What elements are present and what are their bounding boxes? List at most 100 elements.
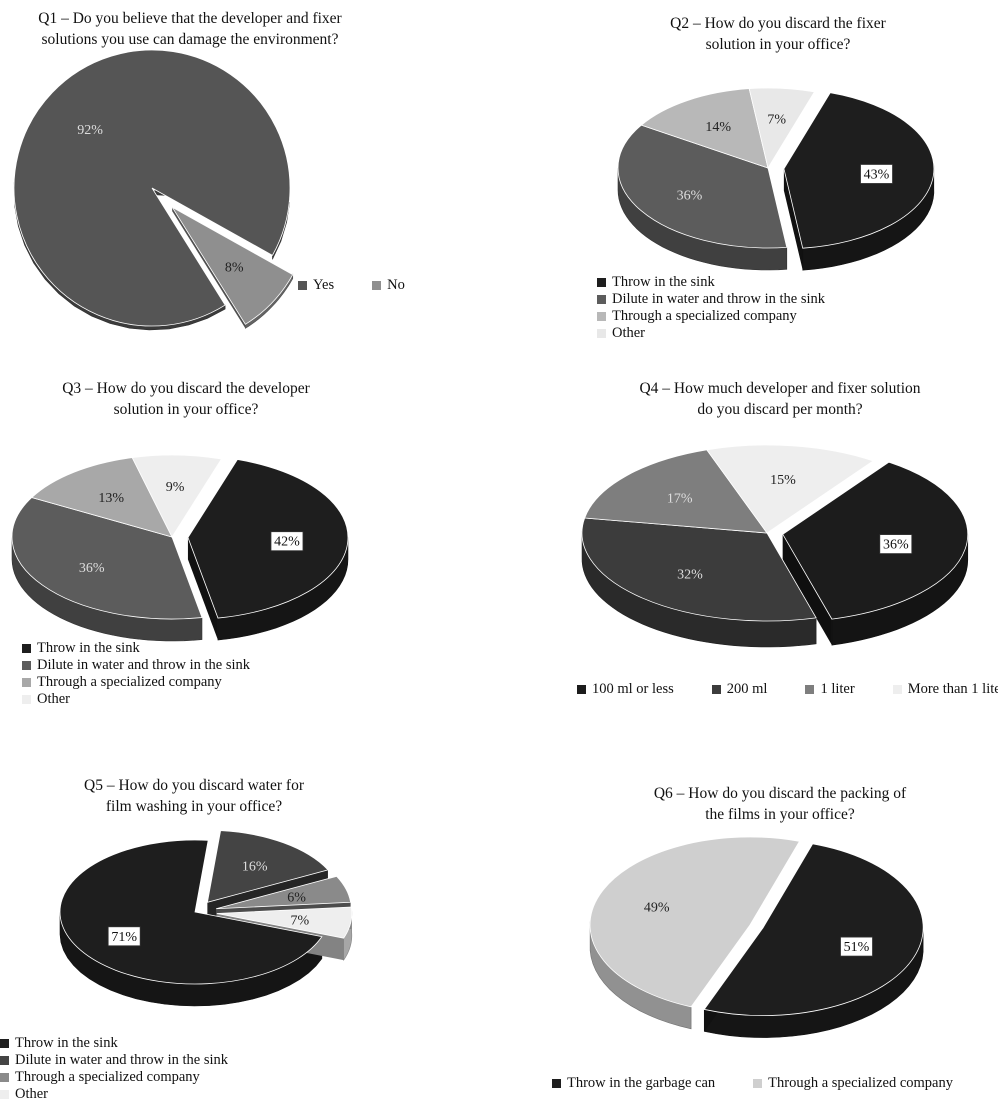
- data-label-box: [270, 531, 304, 552]
- legend-swatch: [0, 1056, 9, 1065]
- pie-slice-face: [187, 537, 218, 641]
- pie-slice: [640, 88, 769, 169]
- data-label: 36%: [677, 189, 703, 204]
- legend-swatch: [552, 1079, 561, 1088]
- legend-item: Through a specialized company: [597, 308, 825, 325]
- data-label: 6%: [287, 890, 306, 905]
- legend-swatch: [597, 278, 606, 287]
- pie-slice: [703, 843, 924, 1016]
- data-label: 7%: [290, 913, 309, 928]
- pie-slice: [216, 906, 353, 939]
- data-label: 32%: [677, 567, 703, 582]
- legend-item: More than 1 liter: [892, 681, 998, 698]
- pie-slice: [13, 49, 291, 327]
- legend-swatch: [577, 685, 586, 694]
- legend-label: Through a specialized company: [612, 308, 797, 324]
- legend: Throw in the sink Dilute in water and thr…: [0, 1035, 228, 1103]
- data-label: 9%: [166, 480, 185, 495]
- legend-label: More than 1 liter: [907, 681, 998, 697]
- data-label-box: [107, 926, 141, 947]
- legend-swatch: [597, 329, 606, 338]
- legend-item: 1 liter: [805, 681, 855, 698]
- legend-label: Other: [612, 325, 646, 341]
- legend-swatch: [753, 1079, 763, 1088]
- legend-label: Throw in the garbage can: [567, 1075, 716, 1091]
- legend-swatch: [22, 644, 31, 653]
- legend-swatch: [0, 1090, 9, 1099]
- pie-chart-q4: 36% 32% 17% 15%: [581, 444, 969, 648]
- legend-swatch: [0, 1073, 9, 1082]
- legend-label: Yes: [313, 277, 335, 293]
- pie-slice: [11, 497, 203, 620]
- legend: 100 ml or less 200 ml 1 liter More than 1 l…: [577, 681, 998, 698]
- legend-item: Through a specialized company: [22, 674, 250, 691]
- legend: Throw in the sink Dilute in water and thr…: [597, 274, 825, 342]
- pie-slice: [30, 457, 173, 538]
- data-label-box: [879, 534, 913, 554]
- data-label: 42%: [274, 535, 300, 550]
- data-label-box: [840, 936, 873, 957]
- pie-chart-q1: 92% 8%: [13, 49, 294, 331]
- data-label: 7%: [767, 113, 786, 128]
- data-label: 36%: [79, 561, 105, 576]
- legend-swatch: [22, 678, 31, 687]
- legend-item: Dilute in water and throw in the sink: [0, 1052, 228, 1069]
- legend-item: Through a specialized company: [753, 1075, 953, 1092]
- legend-label: Throw in the sink: [15, 1035, 118, 1051]
- legend-item: Through a specialized company: [0, 1069, 228, 1086]
- data-label: 92%: [77, 123, 103, 138]
- legend-label: 100 ml or less: [592, 681, 674, 697]
- chart-title: Q4 – How much developer and fixer soluti…: [639, 380, 921, 418]
- legend-label: Through a specialized company: [37, 674, 222, 690]
- pie-chart-q3: 42% 36% 13% 9%: [11, 454, 349, 642]
- pie-slice: [617, 124, 788, 249]
- pie-slice: [216, 875, 352, 910]
- pie-slice: [783, 92, 935, 249]
- legend-item: Throw in the sink: [22, 640, 250, 657]
- legend-label: No: [387, 277, 405, 293]
- legend-item: Dilute in water and throw in the sink: [22, 657, 250, 674]
- legend-swatch: [22, 695, 31, 704]
- legend-label: 1 liter: [820, 681, 855, 697]
- legend-swatch: [597, 312, 606, 321]
- legend-item: Throw in the sink: [597, 274, 825, 291]
- legend-swatch: [711, 685, 721, 694]
- legend-item: Other: [22, 691, 250, 708]
- legend-label: Other: [15, 1086, 49, 1102]
- legend-swatch: [372, 281, 382, 290]
- data-label: 43%: [864, 167, 890, 182]
- pie-slice: [581, 517, 817, 622]
- data-label: 36%: [883, 538, 909, 553]
- legend-swatch: [298, 281, 307, 290]
- legend-label: Throw in the sink: [37, 640, 140, 656]
- legend-item: Other: [0, 1086, 228, 1103]
- legend-swatch: [805, 685, 815, 694]
- chart-title: Q5 – How do you discard water for film wa…: [84, 777, 304, 815]
- pie-slice: [706, 444, 875, 534]
- legend-item: 100 ml or less: [577, 681, 674, 698]
- pie-slice: [748, 87, 816, 170]
- legend-swatch: [22, 661, 31, 670]
- legend-item: Dilute in water and throw in the sink: [597, 291, 825, 308]
- pie-slice-face: [783, 168, 803, 271]
- data-label: 17%: [667, 492, 693, 507]
- legend-item: Yes: [298, 277, 334, 294]
- legend-label: Through a specialized company: [15, 1069, 200, 1085]
- pie-slice: [131, 454, 223, 538]
- pie-slice: [782, 461, 969, 620]
- legend-swatch: [597, 295, 606, 304]
- legend: Yes No: [298, 277, 443, 294]
- legend-label: Other: [37, 691, 71, 707]
- data-label: 13%: [98, 491, 124, 506]
- legend: Throw in the garbage can Through a specia…: [552, 1075, 991, 1092]
- legend-item: No: [372, 277, 405, 294]
- pie-slice: [589, 836, 801, 1008]
- legend-item: Other: [597, 325, 825, 342]
- pie-slice-face: [782, 534, 832, 646]
- chart-title: Q6 – How do you discard the packing of th…: [653, 785, 907, 823]
- legend-label: Dilute in water and throw in the sink: [612, 291, 826, 307]
- data-label: 71%: [111, 930, 137, 945]
- pie-slice: [187, 459, 349, 619]
- data-label: 15%: [770, 473, 796, 488]
- legend-item: Throw in the sink: [0, 1035, 228, 1052]
